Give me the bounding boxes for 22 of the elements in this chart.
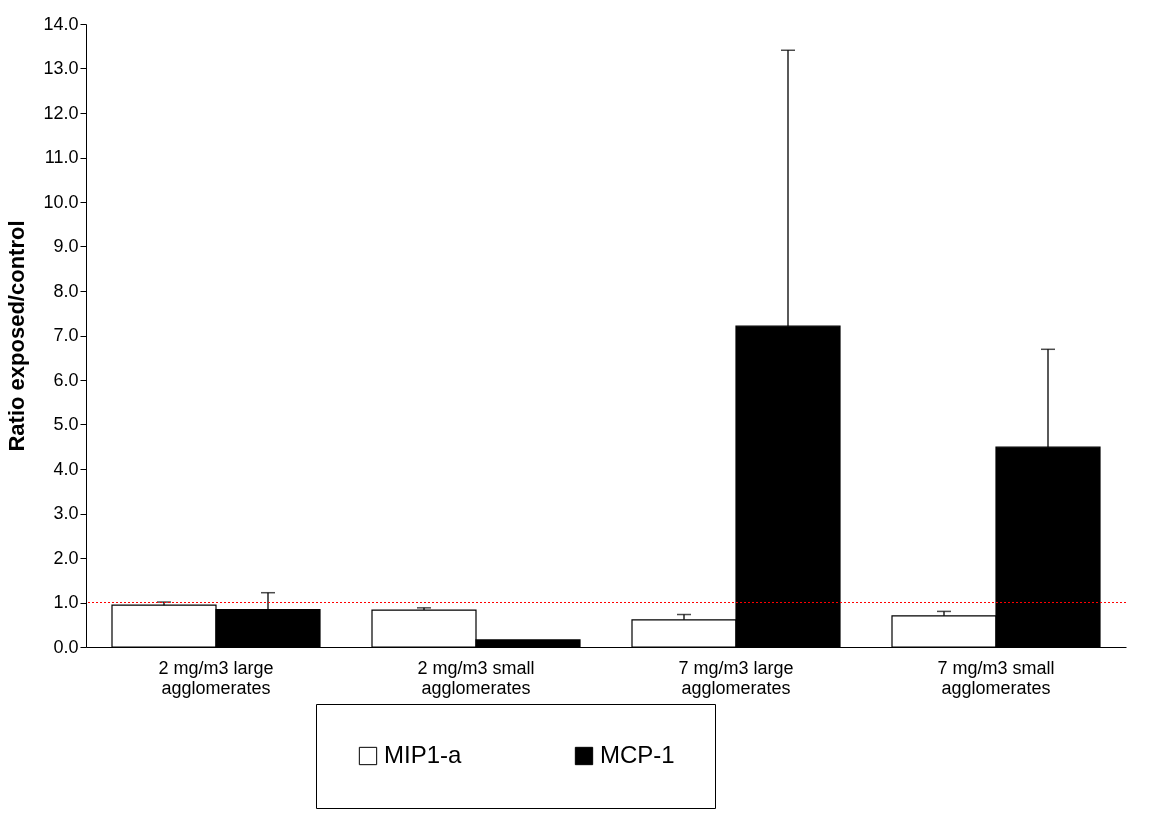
y-tick-label: 6.0 bbox=[53, 369, 79, 390]
x-tick-label: 2 mg/m3 large agglomerates bbox=[158, 657, 274, 698]
y-tick-label: 14.0 bbox=[43, 13, 79, 34]
y-tick-label: 12.0 bbox=[43, 102, 79, 123]
y-axis-title: Ratio exposed/control bbox=[4, 220, 30, 452]
y-tick-label: 3.0 bbox=[53, 503, 79, 523]
y-tick-label: 11.0 bbox=[44, 147, 79, 167]
y-tick-label: 0.0 bbox=[53, 636, 79, 657]
x-tick-label: 7 mg/m3 small agglomerates bbox=[937, 657, 1055, 698]
y-tick-label: 1.0 bbox=[53, 592, 79, 612]
x-tick-label: 2 mg/m3 small agglomerates bbox=[417, 657, 535, 698]
y-tick-label: 5.0 bbox=[53, 414, 79, 434]
y-tick-label: 2.0 bbox=[53, 547, 79, 568]
y-tick-label: 13.0 bbox=[43, 58, 79, 78]
y-tick-label: 7.0 bbox=[53, 325, 79, 345]
y-tick-label: 9.0 bbox=[53, 236, 79, 256]
y-tick-label: 4.0 bbox=[53, 458, 79, 479]
y-tick-label: 10.0 bbox=[43, 191, 79, 212]
legend-label: MCP-1 bbox=[600, 741, 675, 768]
y-tick-label: 8.0 bbox=[53, 280, 79, 301]
legend-label: MIP1-a bbox=[384, 741, 463, 768]
x-tick-label: 7 mg/m3 large agglomerates bbox=[678, 657, 794, 698]
